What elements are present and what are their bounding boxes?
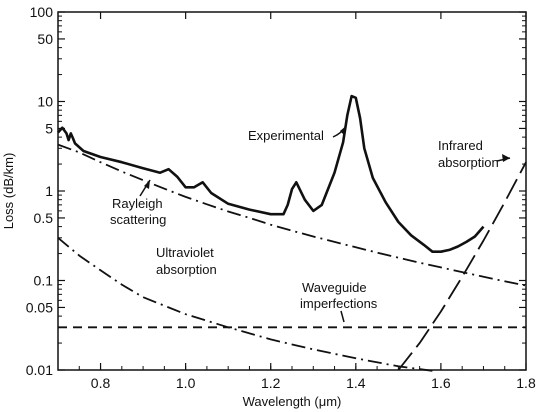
- x-tick-label: 1.2: [261, 375, 281, 391]
- y-tick-label: 100: [30, 4, 54, 20]
- ultraviolet-label-line2: absorption: [156, 262, 217, 277]
- waveguide-label-line2: imperfections: [300, 296, 378, 311]
- x-tick-label: 0.8: [91, 375, 111, 391]
- x-tick-label: 1.0: [176, 375, 196, 391]
- y-tick-label: 0.05: [26, 299, 53, 315]
- infrared-label-line1: Infrared: [438, 138, 483, 153]
- data-series: [57, 94, 527, 372]
- y-tick-label: 0.01: [26, 362, 53, 378]
- y-tick-label: 50: [37, 31, 53, 47]
- waveguide-label-line1: Waveguide: [302, 280, 367, 295]
- x-axis-title: Wavelength (μm): [243, 394, 342, 409]
- y-tick-label: 0.5: [34, 210, 54, 226]
- y-tick-label: 10: [37, 94, 53, 110]
- y-tick-label: 5: [45, 120, 53, 136]
- experimental-curve: [57, 94, 485, 253]
- infrared-arrowhead: [502, 154, 510, 162]
- rayleigh-curve: [57, 143, 527, 287]
- rayleigh-arrowhead: [144, 180, 150, 189]
- y-axis-title: Loss (dB/km): [1, 153, 16, 230]
- x-axis: 0.8 1.0 1.2 1.4 1.6 1.8: [57, 12, 536, 391]
- rayleigh-label-line2: scattering: [110, 212, 166, 227]
- infrared-curve: [397, 161, 527, 371]
- waveguide-arrow: [340, 310, 345, 323]
- ultraviolet-label-line1: Ultraviolet: [156, 245, 214, 260]
- ultraviolet-curve: [57, 237, 433, 372]
- x-tick-label: 1.4: [346, 375, 366, 391]
- experimental-label: Experimental: [248, 128, 324, 143]
- x-tick-label: 1.8: [516, 375, 536, 391]
- y-tick-label: 0.1: [34, 273, 54, 289]
- infrared-label-line2: absorption: [438, 155, 499, 170]
- rayleigh-label-line1: Rayleigh: [112, 196, 163, 211]
- y-tick-label: 1: [45, 183, 53, 199]
- experimental-arrowhead: [340, 126, 346, 135]
- y-axis: 0.01 0.05 0.1 0.5 1 5 10 50 100: [26, 4, 526, 378]
- x-tick-label: 1.6: [431, 375, 451, 391]
